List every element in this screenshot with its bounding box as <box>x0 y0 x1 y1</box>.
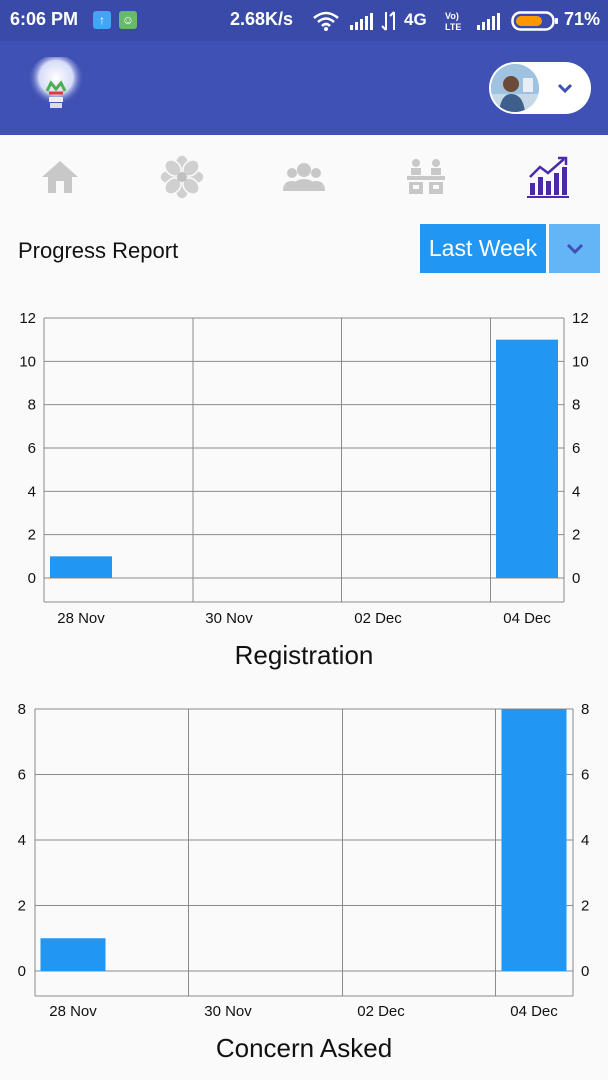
y-tick-label: 8 <box>18 701 26 718</box>
lightbulb-logo-icon <box>28 57 84 111</box>
meeting-icon <box>407 159 445 194</box>
avatar <box>491 64 539 112</box>
battery-icon <box>511 11 558 31</box>
x-tick-label: 04 Dec <box>510 1003 558 1020</box>
tab-home[interactable] <box>36 153 84 201</box>
volte-icon: Vo) LTE <box>445 11 461 32</box>
svg-text:Vo): Vo) <box>445 11 459 21</box>
tab-meeting[interactable] <box>402 153 450 201</box>
y-tick-label: 0 <box>28 570 36 587</box>
bar <box>501 709 567 971</box>
x-tick-label: 04 Dec <box>503 610 551 627</box>
concern-chart: 0 0 2 2 4 4 6 6 8 8 28 Nov 30 Nov 02 Dec 04 Dec Conce… <box>0 700 608 1080</box>
network-speed: 2.68K/s <box>230 9 294 29</box>
tab-bar <box>0 135 608 221</box>
android-notification-icon: ☺ <box>119 11 137 29</box>
app-bar <box>0 41 608 135</box>
y-tick-label: 8 <box>28 397 36 414</box>
y-tick-label-right: 10 <box>572 353 589 370</box>
network-type: 4G <box>404 10 427 29</box>
registration-chart-svg: 0 0 2 2 4 4 6 6 8 8 10 10 12 12 28 Nov 30 Nov 02 Dec 04 D… <box>19 310 589 627</box>
chevron-down-icon[interactable] <box>555 79 575 97</box>
y-tick-label-right: 12 <box>572 310 589 327</box>
y-tick-label: 6 <box>28 440 36 457</box>
y-tick-label: 6 <box>18 767 26 784</box>
bar <box>50 556 112 578</box>
y-tick-label-right: 8 <box>581 701 589 718</box>
x-tick-label: 28 Nov <box>49 1003 97 1020</box>
registration-chart: 0 0 2 2 4 4 6 6 8 8 10 10 12 12 28 Nov 30 Nov 02 Dec 04 D… <box>0 300 608 680</box>
bar-chart-icon <box>527 156 569 198</box>
bar <box>40 938 106 971</box>
plot-area <box>35 709 573 996</box>
y-tick-label-right: 4 <box>572 483 580 500</box>
status-bar: 6:06 PM ↑ ☺ 2.68K/s 4G Vo) LTE 71% <box>0 0 608 41</box>
y-tick-label: 0 <box>18 963 26 980</box>
y-tick-label: 2 <box>18 898 26 915</box>
y-tick-label-right: 2 <box>581 898 589 915</box>
date-range-dropdown[interactable] <box>549 224 600 273</box>
chevron-down-icon <box>566 243 583 254</box>
y-tick-label-right: 8 <box>572 397 580 414</box>
chart-title: Registration <box>234 640 374 670</box>
plot-area <box>44 318 564 602</box>
signal-icon <box>350 13 373 30</box>
y-tick-label: 4 <box>18 832 26 849</box>
battery-percent: 71% <box>564 9 601 29</box>
wifi-icon <box>313 11 339 31</box>
profile-menu[interactable] <box>489 62 591 114</box>
svg-text:LTE: LTE <box>445 22 461 32</box>
group-icon <box>283 163 325 191</box>
y-tick-label-right: 4 <box>581 832 589 849</box>
y-tick-label-right: 0 <box>572 570 580 587</box>
x-tick-label: 28 Nov <box>57 610 105 627</box>
data-transfer-icon <box>381 11 395 31</box>
concern-chart-svg: 0 0 2 2 4 4 6 6 8 8 28 Nov 30 Nov 02 Dec 04 Dec <box>18 701 590 1020</box>
y-tick-label: 10 <box>19 353 36 370</box>
y-tick-label-right: 2 <box>572 527 580 544</box>
upload-notification-icon: ↑ <box>93 11 111 29</box>
tab-progress[interactable] <box>524 153 572 201</box>
date-range-button[interactable]: Last Week <box>420 224 546 273</box>
signal-icon <box>477 13 500 30</box>
y-tick-label: 4 <box>28 483 36 500</box>
y-tick-label: 12 <box>19 310 36 327</box>
flower-icon <box>160 155 204 199</box>
page-title: Progress Report <box>18 238 179 263</box>
tab-group[interactable] <box>280 153 328 201</box>
x-tick-label: 30 Nov <box>205 610 253 627</box>
x-tick-label: 02 Dec <box>357 1003 405 1020</box>
tab-flower[interactable] <box>158 153 206 201</box>
bar <box>496 339 558 578</box>
x-tick-label: 30 Nov <box>204 1003 252 1020</box>
y-tick-label-right: 6 <box>572 440 580 457</box>
y-tick-label-right: 6 <box>581 767 589 784</box>
status-time: 6:06 PM <box>10 9 79 29</box>
x-tick-label: 02 Dec <box>354 610 402 627</box>
y-tick-label-right: 0 <box>581 963 589 980</box>
y-tick-label: 2 <box>28 527 36 544</box>
home-icon <box>42 161 78 193</box>
chart-title: Concern Asked <box>215 1033 393 1063</box>
